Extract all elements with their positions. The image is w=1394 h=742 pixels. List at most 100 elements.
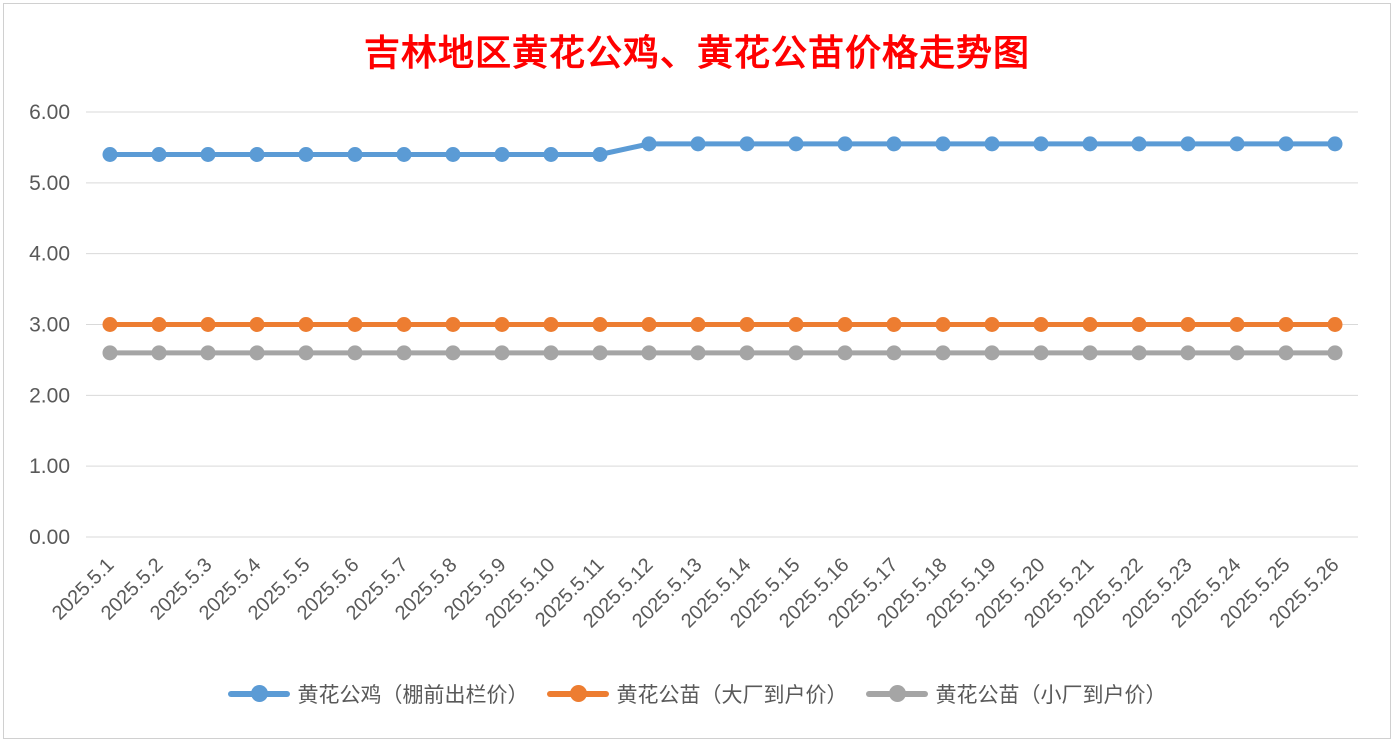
legend-label-series-2: 黄花公苗（大厂到户价） (616, 683, 848, 707)
data-point (249, 345, 265, 361)
data-point (592, 345, 608, 361)
data-point (984, 317, 1000, 332)
data-point (837, 136, 853, 152)
legend-item-series-3: 黄花公苗（小厂到户价） (865, 679, 1167, 709)
data-point (690, 317, 706, 332)
data-point (837, 317, 853, 332)
data-point (445, 147, 461, 162)
data-point (102, 317, 118, 332)
data-point (298, 345, 314, 361)
data-point (1131, 136, 1147, 152)
data-point (249, 317, 265, 332)
data-point (935, 136, 951, 152)
data-point (837, 345, 853, 361)
data-point (494, 147, 510, 162)
data-point (1327, 136, 1343, 152)
data-point (1131, 317, 1147, 332)
data-point (1327, 345, 1343, 361)
data-point (1229, 345, 1245, 361)
data-point (1180, 345, 1196, 361)
data-point (788, 136, 804, 152)
series-lines (102, 136, 1343, 361)
data-point (641, 136, 657, 152)
y-tick-label: 2.00 (29, 384, 70, 407)
data-point (886, 136, 902, 152)
y-tick-label: 1.00 (29, 455, 70, 478)
data-point (1278, 136, 1294, 152)
data-point (1082, 136, 1098, 152)
data-point (788, 345, 804, 361)
data-point (788, 317, 804, 332)
data-point (151, 345, 167, 361)
data-point (396, 317, 412, 332)
data-point (935, 317, 951, 332)
data-point (1278, 317, 1294, 332)
legend-label-series-1: 黄花公鸡（棚前出栏价） (297, 683, 529, 707)
data-point (935, 345, 951, 361)
legend-item-series-2: 黄花公苗（大厂到户价） (546, 679, 848, 709)
legend-swatch-series-3 (865, 685, 928, 702)
series-2 (102, 317, 1343, 332)
y-tick-label: 4.00 (29, 243, 70, 266)
legend-swatch-series-2 (546, 685, 609, 702)
legend-swatch-series-1 (227, 685, 290, 702)
data-point (494, 345, 510, 361)
data-point (984, 345, 1000, 361)
data-point (543, 317, 559, 332)
data-point (739, 136, 755, 152)
y-tick-label: 6.00 (29, 101, 70, 124)
data-point (886, 345, 902, 361)
data-point (739, 345, 755, 361)
data-point (543, 345, 559, 361)
chart-title: 吉林地区黄花公鸡、黄花公苗价格走势图 (363, 32, 1030, 74)
x-axis-ticks: 2025.5.12025.5.22025.5.32025.5.42025.5.5… (48, 554, 1344, 632)
data-point (1033, 136, 1049, 152)
series-3 (102, 345, 1343, 361)
y-tick-label: 5.00 (29, 172, 70, 195)
data-point (543, 147, 559, 162)
data-point (690, 345, 706, 361)
data-point (984, 136, 1000, 152)
data-point (886, 317, 902, 332)
data-point (592, 147, 608, 162)
data-point (494, 317, 510, 332)
data-point (151, 147, 167, 162)
data-point (592, 317, 608, 332)
data-point (1082, 345, 1098, 361)
chart-frame (3, 3, 1391, 739)
data-point (347, 345, 363, 361)
legend-label-series-3: 黄花公苗（小厂到户价） (935, 683, 1167, 707)
data-point (396, 345, 412, 361)
data-point (249, 147, 265, 162)
data-point (739, 317, 755, 332)
data-point (1327, 317, 1343, 332)
data-point (690, 136, 706, 152)
data-point (445, 345, 461, 361)
data-point (1180, 317, 1196, 332)
y-tick-label: 3.00 (29, 314, 70, 337)
data-point (1278, 345, 1294, 361)
data-point (1033, 317, 1049, 332)
data-point (1131, 345, 1147, 361)
data-point (200, 345, 216, 361)
series-line (107, 141, 1338, 157)
y-axis-ticks: 0.00 1.00 2.00 3.00 4.00 5.00 6.00 (29, 101, 70, 549)
data-point (445, 317, 461, 332)
data-point (347, 147, 363, 162)
data-point (298, 317, 314, 332)
data-point (641, 317, 657, 332)
data-point (102, 345, 118, 361)
data-point (200, 147, 216, 162)
y-tick-label: 0.00 (29, 526, 70, 549)
data-point (1229, 136, 1245, 152)
legend: 黄花公鸡（棚前出栏价） 黄花公苗（大厂到户价） 黄花公苗（小厂到户价） (0, 679, 1394, 709)
series-1 (102, 136, 1343, 162)
data-point (298, 147, 314, 162)
data-point (641, 345, 657, 361)
data-point (102, 147, 118, 162)
legend-item-series-1: 黄花公鸡（棚前出栏价） (227, 679, 529, 709)
data-point (200, 317, 216, 332)
data-point (1082, 317, 1098, 332)
data-point (347, 317, 363, 332)
